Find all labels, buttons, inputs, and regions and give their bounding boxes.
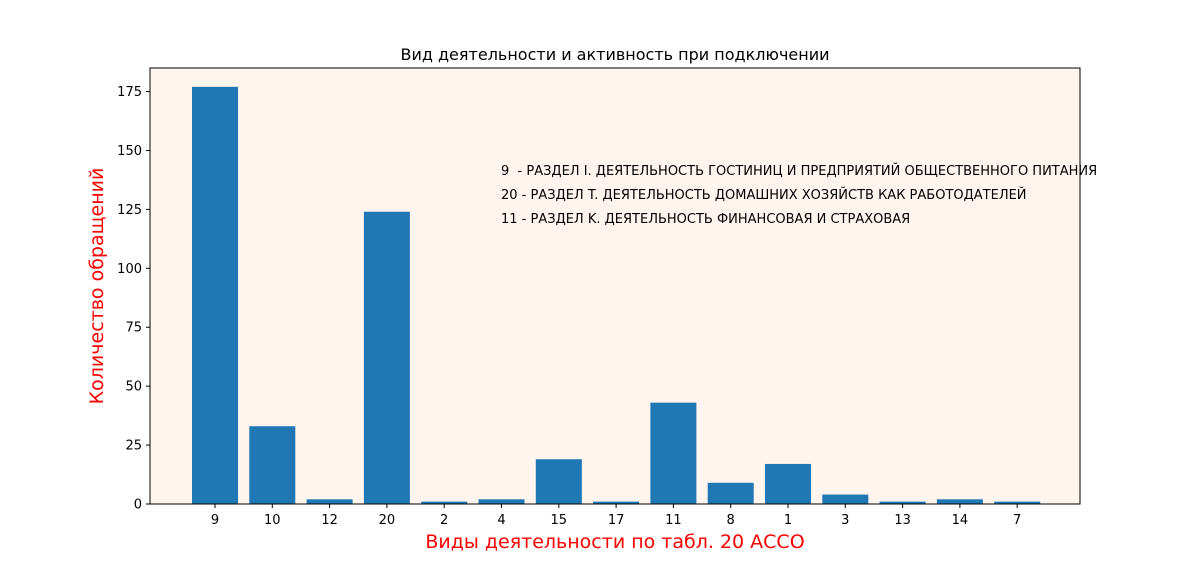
x-tick-label-9: 9 (211, 513, 219, 528)
y-tick-label-125: 125 (117, 203, 142, 218)
bar-20 (363, 211, 410, 505)
bar-7 (994, 501, 1041, 504)
x-tick-label-17: 17 (608, 513, 625, 528)
x-tick-label-8: 8 (727, 513, 735, 528)
annotation-line-3: 11 - РАЗДЕЛ K. ДЕЯТЕЛЬНОСТЬ ФИНАНСОВАЯ И… (501, 212, 910, 227)
x-axis: 9 10 12 20 2 4 15 17 11 8 1 3 13 14 7 (211, 504, 1021, 528)
chart-title: Вид деятельности и активность при подклю… (400, 45, 829, 64)
y-tick-label-100: 100 (117, 262, 142, 277)
bar-13 (879, 501, 926, 504)
plot-area (150, 68, 1080, 504)
bar-10 (249, 426, 296, 504)
x-tick-label-3: 3 (841, 513, 849, 528)
x-tick-label-10: 10 (264, 513, 281, 528)
y-tick-label-75: 75 (125, 321, 142, 336)
x-tick-label-12: 12 (321, 513, 338, 528)
y-axis-label: Количество обращений (86, 168, 108, 405)
annotation-line-2: 20 - РАЗДЕЛ T. ДЕЯТЕЛЬНОСТЬ ДОМАШНИХ ХОЗ… (501, 187, 1027, 203)
x-axis-label: Виды деятельности по табл. 20 АССО (425, 531, 804, 553)
bar-12 (306, 499, 353, 504)
y-axis: 0 25 50 75 100 125 150 175 (117, 85, 150, 513)
x-tick-label-7: 7 (1013, 513, 1021, 528)
bar-1 (765, 463, 811, 504)
y-tick-label-175: 175 (117, 85, 142, 100)
y-tick-label-50: 50 (125, 380, 142, 395)
bar-2 (421, 501, 468, 504)
bar-15 (535, 459, 582, 504)
x-tick-label-13: 13 (894, 513, 911, 528)
x-tick-label-20: 20 (379, 513, 396, 528)
y-tick-label-150: 150 (117, 144, 142, 159)
x-tick-label-1: 1 (784, 513, 792, 528)
bar-14 (936, 499, 983, 504)
bar-17 (593, 501, 640, 504)
bar-3 (822, 494, 869, 504)
x-tick-label-15: 15 (551, 513, 568, 528)
x-tick-label-4: 4 (497, 513, 505, 528)
x-tick-label-2: 2 (440, 513, 448, 528)
bars-group (192, 86, 1041, 505)
bar-9 (192, 86, 238, 504)
bar-11 (650, 402, 697, 504)
x-tick-label-11: 11 (665, 513, 682, 528)
y-tick-label-25: 25 (125, 439, 142, 454)
x-tick-label-14: 14 (952, 513, 969, 528)
bar-4 (478, 499, 525, 504)
bar-8 (707, 482, 754, 504)
y-tick-label-0: 0 (134, 498, 142, 513)
plot-frame (149, 67, 1081, 505)
annotation-line-1: 9 - РАЗДЕЛ I. ДЕЯТЕЛЬНОСТЬ ГОСТИНИЦ И ПР… (501, 163, 1097, 179)
